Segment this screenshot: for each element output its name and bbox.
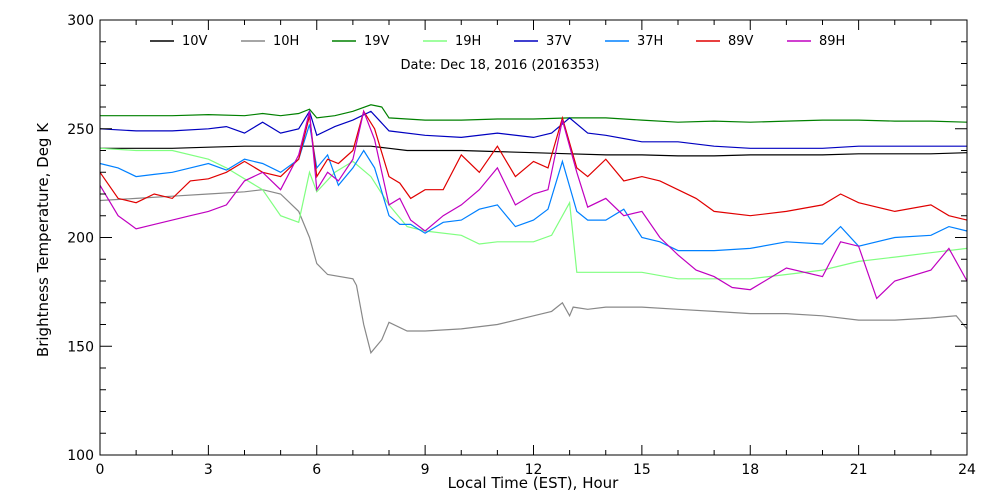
legend-label-89h: 89H: [819, 34, 845, 49]
legend-label-10v: 10V: [182, 34, 208, 49]
x-tick-label: 3: [204, 462, 213, 478]
series-layer: [99, 104, 968, 355]
date-annotation: Date: Dec 18, 2016 (2016353): [401, 58, 600, 73]
series-line-19v: [100, 104, 968, 123]
legend-label-10h: 10H: [273, 34, 299, 49]
series-line-37h: [99, 124, 968, 252]
x-tick-label: 0: [96, 462, 105, 478]
legend-label-19v: 19V: [364, 34, 390, 49]
x-tick-label: 21: [850, 462, 868, 478]
series-line-89h: [99, 109, 968, 300]
series-line-19h: [99, 147, 968, 280]
x-tick-label: 18: [741, 462, 759, 478]
x-tick-label: 6: [312, 462, 321, 478]
series-line-37v: [99, 109, 967, 149]
series-line-89v: [99, 109, 968, 221]
x-tick-label: 12: [525, 462, 543, 478]
x-axis-title: Local Time (EST), Hour: [448, 474, 619, 492]
series-line-10v: [100, 145, 968, 157]
legend-label-19h: 19H: [455, 34, 481, 49]
plot-frame: [99, 19, 968, 456]
y-tick-label: 300: [67, 13, 94, 29]
y-axis-title: Brightness Temperature, Deg K: [34, 122, 52, 357]
y-tick-label: 150: [67, 339, 94, 355]
y-tick-label: 250: [67, 122, 94, 138]
ticks-layer: 0 3 6 9 12 15 18 21 24 100 150 200 250 300: [67, 13, 976, 478]
legend-label-89v: 89V: [728, 34, 754, 49]
legend: 10V 10H 19V 19H 37V 37H 89V 89H: [150, 34, 845, 49]
legend-label-37h: 37H: [637, 34, 663, 49]
y-tick-label: 200: [67, 231, 94, 247]
x-tick-label: 9: [421, 462, 430, 478]
y-tick-label: 100: [67, 448, 94, 464]
legend-label-37v: 37V: [546, 34, 572, 49]
x-tick-label: 24: [958, 462, 976, 478]
x-tick-label: 15: [633, 462, 651, 478]
series-line-10h: [99, 189, 968, 355]
